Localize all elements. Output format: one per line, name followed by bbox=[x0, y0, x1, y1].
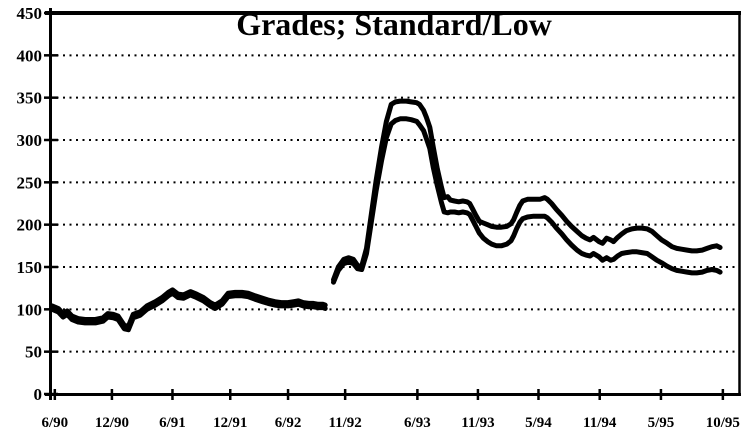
x-tick-label: 5/95 bbox=[648, 415, 675, 431]
x-tick-label: 6/93 bbox=[404, 415, 431, 431]
x-tick-label: 6/91 bbox=[159, 415, 186, 431]
y-tick-label: 250 bbox=[17, 173, 43, 192]
y-tick-label: 0 bbox=[34, 385, 43, 404]
x-tick-label: 12/91 bbox=[213, 415, 247, 431]
y-tick-label: 300 bbox=[17, 131, 43, 150]
x-tick-label: 6/92 bbox=[275, 415, 302, 431]
y-tick-label: 150 bbox=[17, 258, 43, 277]
series-standard-line bbox=[49, 287, 328, 329]
x-tick-label: 11/92 bbox=[328, 415, 361, 431]
chart-title: Grades; Standard/Low bbox=[236, 6, 552, 42]
y-tick-label: 100 bbox=[17, 300, 43, 319]
y-tick-label: 200 bbox=[17, 216, 43, 235]
x-tick-label: 5/94 bbox=[525, 415, 552, 431]
x-tick-label: 11/93 bbox=[461, 415, 494, 431]
y-tick-label: 450 bbox=[17, 4, 43, 23]
y-tick-label: 350 bbox=[17, 89, 43, 108]
y-tick-label: 50 bbox=[25, 343, 42, 362]
x-tick-label: 6/90 bbox=[41, 415, 68, 431]
series-low-line bbox=[331, 116, 723, 285]
y-tick-label: 400 bbox=[17, 46, 43, 65]
x-tick-label: 11/94 bbox=[583, 415, 617, 431]
x-tick-label: 10/95 bbox=[706, 415, 740, 431]
x-tick-label: 12/90 bbox=[95, 415, 129, 431]
series-standard-line bbox=[331, 98, 723, 283]
series-low-line bbox=[49, 290, 328, 333]
